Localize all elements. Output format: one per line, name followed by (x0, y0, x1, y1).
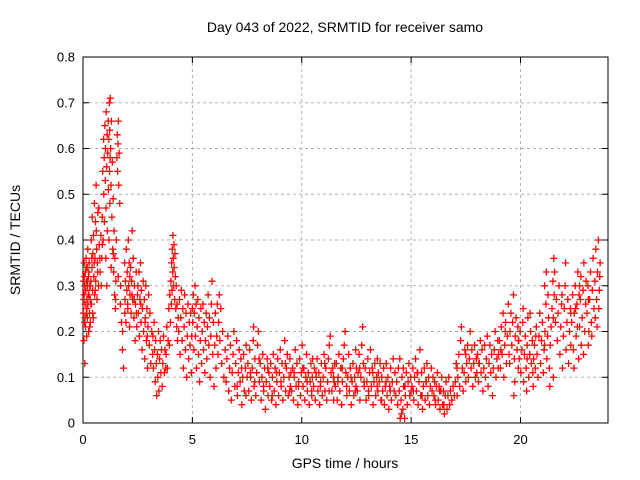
x-tick-label: 20 (513, 432, 527, 447)
y-tick-label: 0.2 (57, 324, 75, 339)
y-tick-label: 0.5 (57, 187, 75, 202)
data-points-layer (79, 94, 604, 422)
y-tick-label: 0.1 (57, 370, 75, 385)
y-tick-label: 0 (68, 416, 75, 431)
x-tick-label: 10 (295, 432, 309, 447)
x-tick-label: 0 (79, 432, 86, 447)
plus-marker-path (79, 94, 604, 422)
y-tick-label: 0.8 (57, 50, 75, 65)
x-axis-label: GPS time / hours (292, 455, 399, 471)
y-tick-label: 0.4 (57, 233, 75, 248)
y-tick-label: 0.6 (57, 141, 75, 156)
chart-title: Day 043 of 2022, SRMTID for receiver sam… (207, 19, 483, 35)
y-tick-label: 0.3 (57, 278, 75, 293)
y-tick-label: 0.7 (57, 95, 75, 110)
x-tick-label: 5 (189, 432, 196, 447)
x-tick-label: 15 (404, 432, 418, 447)
gridlines (83, 57, 608, 423)
tick-labels: 0 5 10 15 20 0 0.1 0.2 0.3 0.4 0.5 0.6 0.7 0.8 (57, 50, 528, 448)
y-axis-label: SRMTID / TECUs (7, 185, 23, 295)
plot-border (82, 56, 609, 424)
